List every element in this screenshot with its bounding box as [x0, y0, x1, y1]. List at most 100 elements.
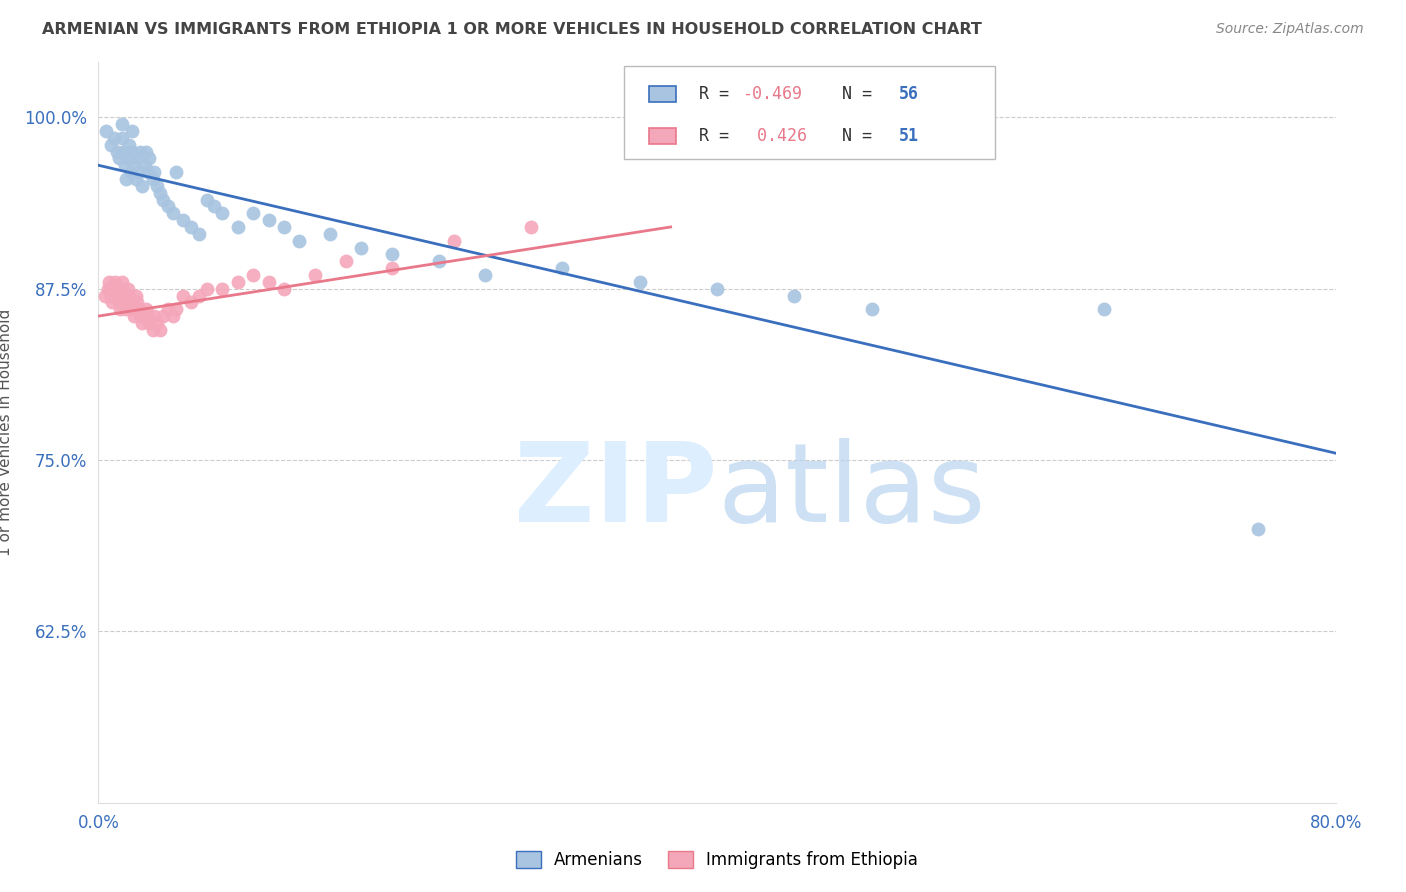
Text: ZIP: ZIP [513, 438, 717, 545]
Point [172, 288, 194, 302]
Point [226, 275, 249, 289]
Point [103, 131, 125, 145]
Point [288, 234, 311, 248]
Point [111, 275, 132, 289]
Point [131, 178, 153, 193]
Text: Source: ZipAtlas.com: Source: ZipAtlas.com [1216, 22, 1364, 37]
Text: 0.426: 0.426 [747, 128, 807, 145]
Point [783, 288, 806, 302]
Point [180, 295, 202, 310]
Point [226, 219, 249, 234]
Point [188, 288, 211, 302]
Text: 56: 56 [898, 85, 920, 103]
Point [120, 295, 142, 310]
Point [118, 288, 141, 302]
Point [96, 124, 118, 138]
Point [443, 234, 465, 248]
Point [124, 288, 146, 302]
Text: ARMENIAN VS IMMIGRANTS FROM ETHIOPIA 1 OR MORE VEHICLES IN HOUSEHOLD CORRELATION: ARMENIAN VS IMMIGRANTS FROM ETHIOPIA 1 O… [42, 22, 981, 37]
Point [98, 275, 121, 289]
FancyBboxPatch shape [650, 128, 676, 145]
Point [136, 165, 159, 179]
Point [180, 219, 202, 234]
Point [188, 227, 211, 241]
Point [242, 206, 264, 220]
Point [520, 219, 543, 234]
Legend: Armenians, Immigrants from Ethiopia: Armenians, Immigrants from Ethiopia [509, 845, 925, 876]
Point [273, 219, 295, 234]
Point [136, 309, 159, 323]
Point [127, 152, 149, 166]
Point [121, 124, 143, 138]
Point [107, 152, 129, 166]
Point [112, 288, 135, 302]
Point [474, 268, 496, 282]
Point [350, 240, 373, 255]
Point [273, 282, 295, 296]
Point [319, 227, 342, 241]
Point [141, 172, 165, 186]
Point [97, 282, 120, 296]
Point [93, 288, 115, 302]
Point [134, 309, 156, 323]
Point [128, 302, 150, 317]
Point [149, 186, 172, 200]
Point [152, 309, 174, 323]
Point [103, 282, 125, 296]
Text: N =: N = [823, 128, 882, 145]
Point [242, 268, 264, 282]
Point [257, 213, 280, 227]
Point [152, 193, 174, 207]
Point [115, 302, 138, 317]
Point [162, 309, 184, 323]
Point [104, 275, 127, 289]
Point [195, 282, 218, 296]
Point [108, 302, 131, 317]
Point [381, 247, 404, 261]
Point [101, 295, 124, 310]
Point [143, 165, 166, 179]
Point [157, 302, 180, 317]
Y-axis label: 1 or more Vehicles in Household: 1 or more Vehicles in Household [0, 309, 13, 557]
Point [149, 323, 172, 337]
Point [304, 268, 326, 282]
Point [157, 199, 180, 213]
Point [211, 282, 233, 296]
Point [117, 152, 139, 166]
Text: R =: R = [699, 128, 738, 145]
Point [1247, 522, 1270, 536]
Point [427, 254, 450, 268]
Point [114, 295, 136, 310]
Point [211, 206, 233, 220]
Point [105, 288, 128, 302]
Point [135, 302, 157, 317]
Point [204, 199, 226, 213]
Point [128, 165, 150, 179]
Point [131, 316, 153, 330]
Point [122, 158, 145, 172]
Point [100, 288, 122, 302]
Point [706, 282, 728, 296]
Point [112, 145, 135, 159]
Point [111, 131, 132, 145]
Text: -0.469: -0.469 [742, 85, 801, 103]
Point [121, 145, 143, 159]
Point [381, 261, 404, 276]
Point [860, 302, 883, 317]
Point [105, 145, 128, 159]
Point [118, 137, 141, 152]
Point [195, 193, 218, 207]
Point [107, 295, 129, 310]
Point [129, 309, 152, 323]
FancyBboxPatch shape [650, 86, 676, 102]
Point [100, 137, 122, 152]
Point [138, 316, 160, 330]
Point [628, 275, 651, 289]
Point [1092, 302, 1115, 317]
Text: 51: 51 [898, 128, 920, 145]
Point [138, 152, 160, 166]
Text: R =: R = [699, 85, 738, 103]
Point [124, 172, 146, 186]
Point [551, 261, 574, 276]
Text: N =: N = [823, 85, 882, 103]
